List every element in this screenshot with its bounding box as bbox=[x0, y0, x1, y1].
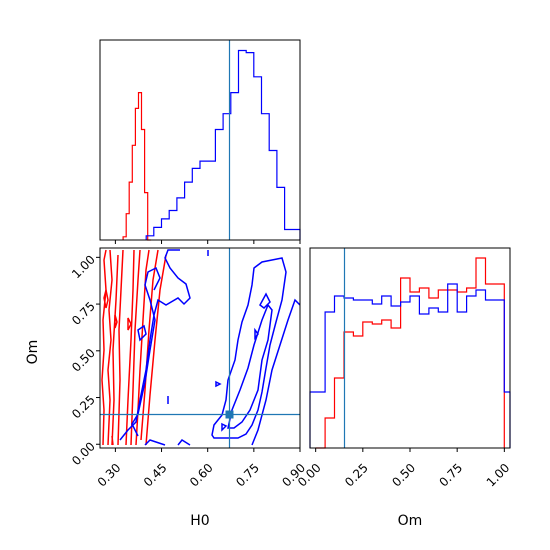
blue-contour-left-inner bbox=[131, 266, 161, 437]
om-x-tick-label: 1.00 bbox=[484, 461, 513, 490]
om-x-tick-label: 0.25 bbox=[342, 461, 371, 490]
blue-contour-spot-2 bbox=[254, 327, 259, 341]
om-y-tick-label: 0.75 bbox=[69, 299, 98, 328]
om-y-tick-label: 1.00 bbox=[69, 252, 98, 281]
h0-x-tick-label: 0.30 bbox=[95, 461, 124, 490]
om-histogram-panel: 0.00 0.25 0.50 0.75 1.00 bbox=[295, 247, 513, 490]
h0-om-contour-panel: 0.30 0.45 0.60 0.75 0.900.000.250.500.751.00 bbox=[69, 247, 308, 490]
blue-contour-right-edge bbox=[251, 298, 301, 446]
red-contour-band-1 bbox=[111, 249, 124, 446]
h0-histogram-frame bbox=[99, 39, 301, 241]
red-contour-small-4 bbox=[111, 435, 114, 446]
red-contour-small-3 bbox=[127, 317, 132, 331]
h0-histogram-series-blue bbox=[145, 49, 301, 240]
h0-histogram-panel bbox=[99, 39, 301, 244]
om-y-tick-label: 0.50 bbox=[69, 346, 98, 375]
om-x-tick-label: 0.75 bbox=[436, 461, 465, 490]
om-y-tick-label: 0.00 bbox=[69, 439, 98, 468]
red-contour-small-1 bbox=[103, 289, 109, 309]
h0-x-tick-label: 0.75 bbox=[233, 461, 262, 490]
om-histogram-series-red bbox=[315, 257, 505, 449]
blue-contour-spot-3 bbox=[215, 380, 222, 388]
om-histogram-series-blue bbox=[309, 283, 511, 448]
h0-x-tick-label: 0.45 bbox=[141, 461, 170, 490]
h0-om-contour-frame bbox=[99, 247, 301, 449]
blue-contour-left-outer bbox=[119, 249, 191, 441]
om-x-tick-label: 0.50 bbox=[389, 461, 418, 490]
y-axis-label-om: Om bbox=[25, 340, 41, 365]
h0-histogram-series-red bbox=[122, 92, 151, 241]
x-axis-label-h0: H0 bbox=[190, 513, 209, 529]
red-contour-band-4 bbox=[145, 254, 167, 446]
x-axis-label-om: Om bbox=[398, 513, 423, 529]
blue-contour-bottom bbox=[144, 439, 191, 446]
blue-contour-spot-1 bbox=[259, 292, 271, 309]
blue-contours bbox=[119, 249, 301, 446]
truth-marker bbox=[225, 410, 234, 419]
red-contours bbox=[101, 249, 167, 446]
blue-contour-spot-4 bbox=[221, 422, 228, 432]
blue-contour-left-spot bbox=[137, 324, 147, 342]
om-y-tick-label: 0.25 bbox=[69, 393, 98, 422]
blue-contour-right-inner bbox=[227, 303, 273, 429]
h0-x-tick-label: 0.60 bbox=[187, 461, 216, 490]
red-contour-outer-left bbox=[101, 249, 113, 446]
red-contour-small-2 bbox=[114, 314, 118, 329]
